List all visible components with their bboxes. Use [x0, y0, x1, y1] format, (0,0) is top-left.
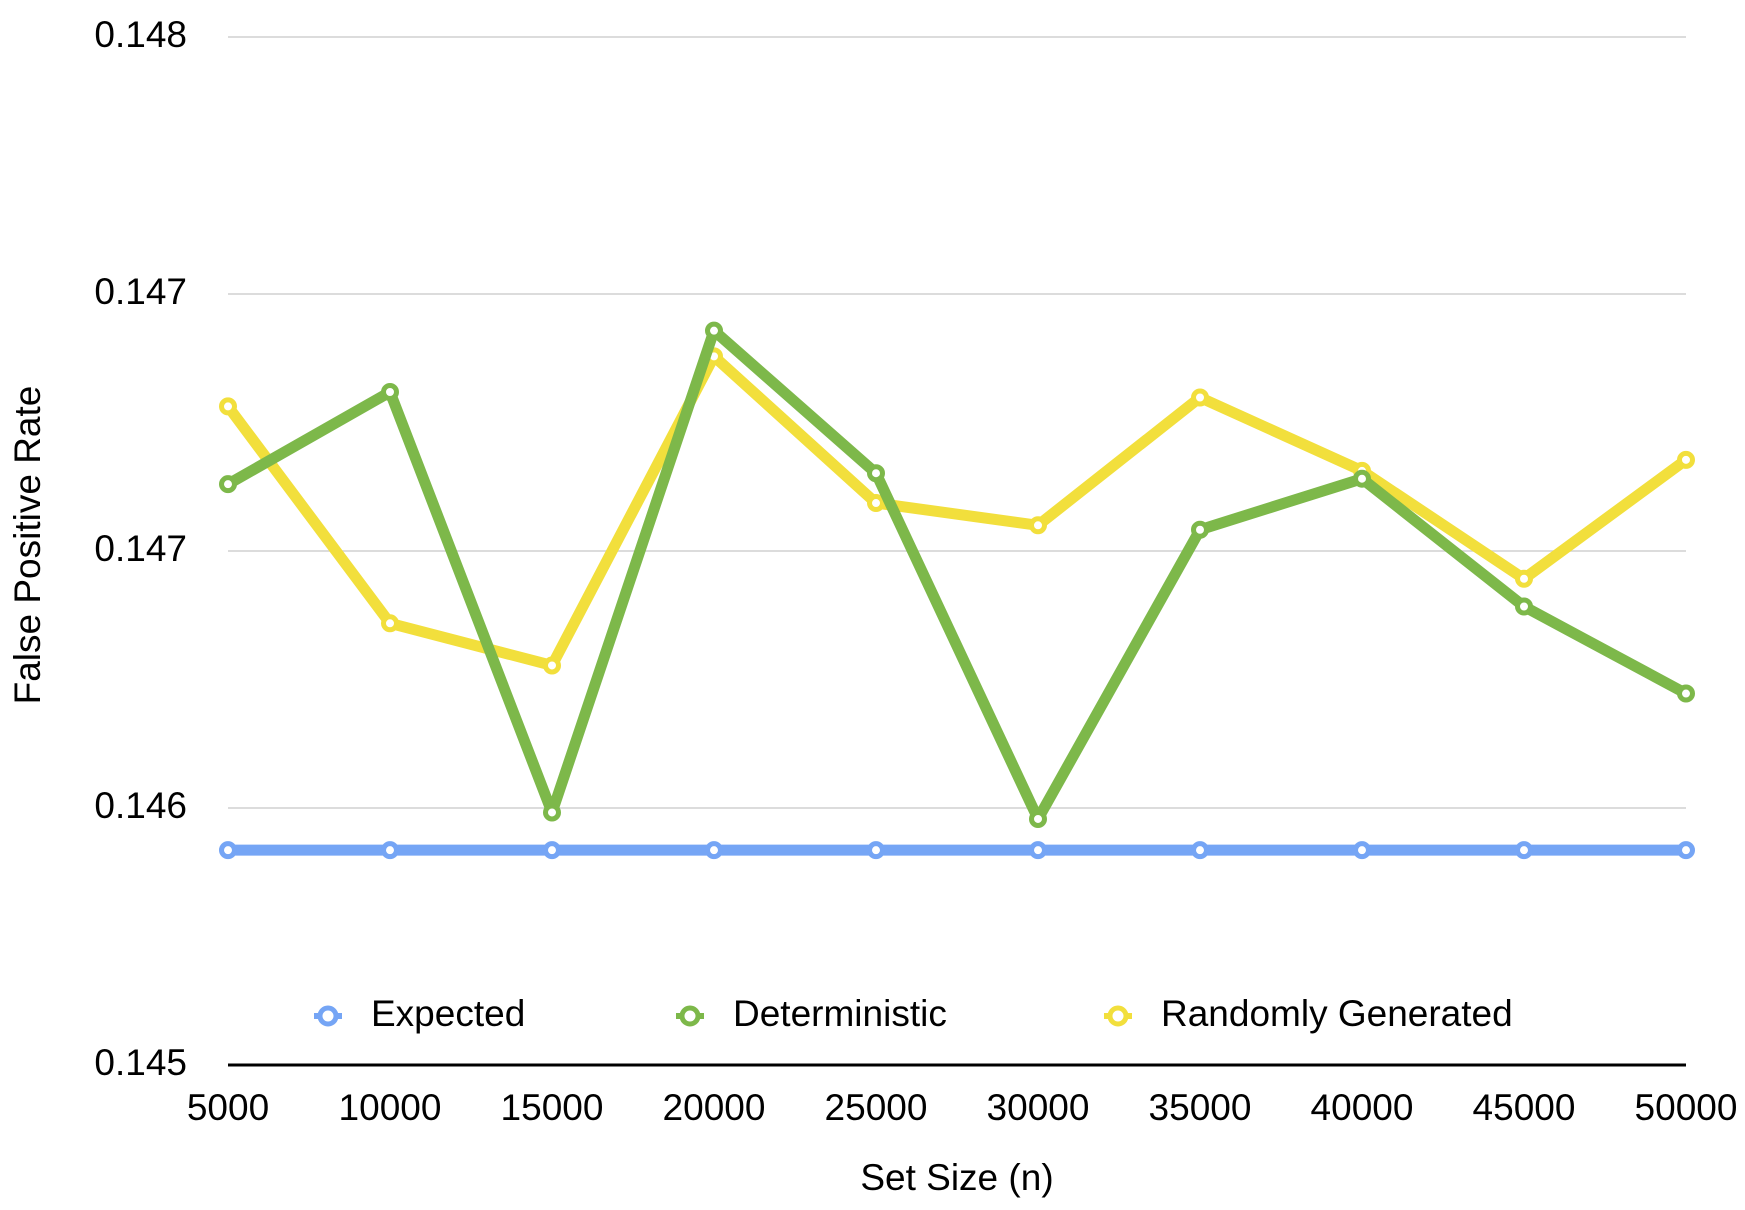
point-marker [1029, 809, 1047, 828]
point-marker [1191, 388, 1209, 407]
point-marker [1353, 469, 1371, 488]
series-line [225, 325, 1689, 825]
point-marker [1677, 684, 1695, 703]
point-marker [867, 494, 885, 513]
point-marker [381, 383, 399, 402]
point-marker [867, 841, 885, 860]
x-tick-label: 40000 [1311, 1087, 1414, 1128]
y-axis-label: False Positive Rate [7, 386, 48, 705]
x-tick-label: 35000 [1149, 1087, 1252, 1128]
point-marker [1515, 569, 1533, 588]
x-tick-label: 45000 [1473, 1087, 1576, 1128]
legend-swatch-marker [317, 1005, 339, 1027]
x-tick-label: 15000 [501, 1087, 604, 1128]
x-tick-label: 50000 [1635, 1087, 1738, 1128]
point-marker [219, 841, 237, 860]
point-marker [1677, 450, 1695, 469]
point-marker [219, 475, 237, 494]
y-tick-label: 0.147 [94, 271, 187, 312]
legend-swatch-marker [1107, 1005, 1129, 1027]
y-tick-label: 0.146 [94, 785, 187, 826]
point-marker [219, 397, 237, 416]
point-marker [705, 321, 723, 340]
point-marker [1191, 841, 1209, 860]
point-marker [1029, 841, 1047, 860]
series-line [223, 350, 1690, 671]
x-tick-label: 10000 [339, 1087, 442, 1128]
x-tick-label: 25000 [825, 1087, 928, 1128]
point-marker [705, 841, 723, 860]
x-axis-label: Set Size (n) [860, 1157, 1053, 1198]
point-marker [543, 841, 561, 860]
legend-swatch-marker [679, 1005, 701, 1027]
x-tick-label: 5000 [187, 1087, 269, 1128]
point-marker [867, 464, 885, 483]
point-marker [1353, 841, 1371, 860]
point-marker [1515, 841, 1533, 860]
x-tick-label: 30000 [987, 1087, 1090, 1128]
legend-label: Randomly Generated [1161, 993, 1513, 1034]
y-tick-label: 0.145 [94, 1042, 187, 1083]
legend-label: Deterministic [733, 993, 947, 1034]
y-tick-label: 0.148 [94, 14, 187, 55]
point-marker [381, 614, 399, 633]
point-marker [1029, 516, 1047, 535]
point-marker [381, 841, 399, 860]
point-marker [543, 656, 561, 675]
x-tick-label: 20000 [663, 1087, 766, 1128]
point-marker [543, 803, 561, 822]
point-marker [1515, 597, 1533, 616]
y-tick-label: 0.147 [94, 528, 187, 569]
point-marker [1677, 841, 1695, 860]
legend-label: Expected [371, 993, 525, 1034]
point-marker [1191, 520, 1209, 539]
